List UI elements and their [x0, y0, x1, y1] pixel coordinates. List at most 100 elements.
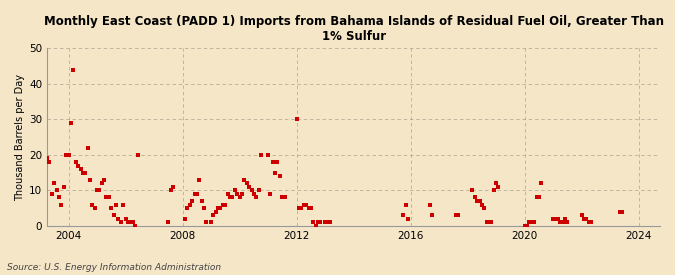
Point [562, 220, 573, 225]
Point [400, 202, 411, 207]
Point [232, 192, 243, 196]
Point [583, 220, 594, 225]
Point [427, 213, 437, 218]
Point [474, 199, 485, 203]
Point [163, 220, 173, 225]
Point [215, 206, 226, 210]
Point [241, 181, 252, 185]
Point [450, 213, 461, 218]
Point [80, 170, 90, 175]
Point [122, 220, 133, 225]
Point [253, 188, 264, 192]
Point [192, 192, 202, 196]
Point [37, 199, 48, 203]
Point [294, 206, 304, 210]
Point [120, 217, 131, 221]
Point [42, 156, 53, 161]
Point [89, 206, 100, 210]
Point [308, 220, 319, 225]
Point [305, 206, 316, 210]
Point [108, 213, 119, 218]
Point [529, 220, 539, 225]
Point [481, 220, 492, 225]
Point [486, 220, 497, 225]
Point [84, 178, 95, 182]
Point [230, 188, 240, 192]
Point [113, 217, 124, 221]
Point [58, 185, 69, 189]
Point [61, 153, 72, 157]
Point [44, 160, 55, 164]
Point [477, 202, 487, 207]
Point [524, 220, 535, 225]
Point [49, 181, 59, 185]
Point [39, 153, 50, 157]
Point [467, 188, 478, 192]
Point [227, 195, 238, 200]
Text: Source: U.S. Energy Information Administration: Source: U.S. Energy Information Administ… [7, 263, 221, 272]
Point [111, 202, 122, 207]
Point [303, 206, 314, 210]
Point [576, 213, 587, 218]
Point [198, 206, 209, 210]
Point [220, 202, 231, 207]
Point [99, 178, 109, 182]
Point [296, 206, 307, 210]
Point [222, 192, 233, 196]
Point [182, 206, 193, 210]
Point [425, 202, 435, 207]
Point [63, 153, 74, 157]
Point [614, 210, 625, 214]
Point [489, 188, 500, 192]
Point [97, 181, 107, 185]
Point [239, 178, 250, 182]
Point [180, 217, 190, 221]
Point [75, 167, 86, 171]
Point [491, 181, 502, 185]
Point [469, 195, 480, 200]
Point [586, 220, 597, 225]
Point [522, 224, 533, 228]
Point [519, 224, 530, 228]
Point [196, 199, 207, 203]
Point [250, 195, 261, 200]
Point [208, 213, 219, 218]
Point [398, 213, 409, 218]
Point [267, 160, 278, 164]
Point [128, 220, 138, 225]
Point [536, 181, 547, 185]
Point [547, 217, 558, 221]
Point [557, 220, 568, 225]
Y-axis label: Thousand Barrels per Day: Thousand Barrels per Day [15, 74, 25, 200]
Point [200, 220, 211, 225]
Point [325, 220, 335, 225]
Point [51, 188, 62, 192]
Point [206, 220, 217, 225]
Point [493, 185, 504, 189]
Point [125, 220, 136, 225]
Point [106, 206, 117, 210]
Point [310, 224, 321, 228]
Point [300, 202, 311, 207]
Point [72, 163, 83, 168]
Point [320, 220, 331, 225]
Point [56, 202, 67, 207]
Point [263, 153, 273, 157]
Point [101, 195, 112, 200]
Point [47, 192, 57, 196]
Point [291, 117, 302, 122]
Point [479, 206, 489, 210]
Point [225, 195, 236, 200]
Point [313, 220, 323, 225]
Point [531, 195, 542, 200]
Point [270, 170, 281, 175]
Point [115, 220, 126, 225]
Point [256, 153, 267, 157]
Point [533, 195, 544, 200]
Point [272, 160, 283, 164]
Point [189, 192, 200, 196]
Point [213, 206, 223, 210]
Point [236, 192, 247, 196]
Point [453, 213, 464, 218]
Point [553, 217, 564, 221]
